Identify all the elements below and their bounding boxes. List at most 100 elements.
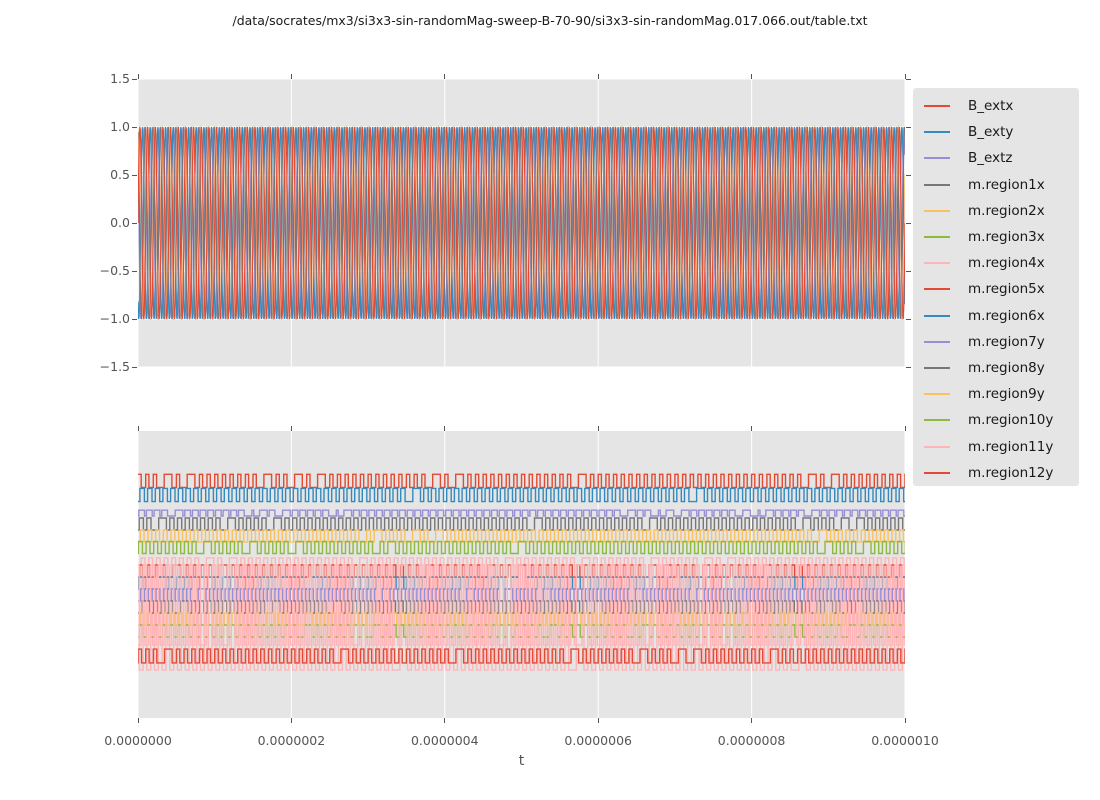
y-tick-label: −0.5 <box>99 263 130 278</box>
x-tick-label: 0.0000004 <box>410 733 479 748</box>
legend-item-m.region1x: m.region1x <box>913 172 1079 198</box>
tick-mark <box>904 718 906 723</box>
series-line-m.region5x <box>138 564 905 578</box>
tick-mark <box>906 174 911 176</box>
legend-item-m.region2x: m.region2x <box>913 198 1079 224</box>
figure-title: /data/socrates/mx3/si3x3-sin-randomMag-s… <box>232 13 868 28</box>
tick-mark <box>906 126 911 128</box>
legend-label: m.region9y <box>968 386 1045 403</box>
legend-line-swatch <box>924 288 950 291</box>
series-line-m.region10y <box>138 624 905 638</box>
legend: B_extx B_exty B_extz m.region1x m.region2x m.… <box>913 88 1079 486</box>
tick-mark <box>132 270 137 272</box>
tick-mark <box>904 74 906 79</box>
legend-line-swatch <box>924 445 950 448</box>
legend-label: B_exty <box>968 124 1014 141</box>
legend-item-m.region10y: m.region10y <box>913 407 1079 433</box>
legend-label: m.region2x <box>968 202 1045 219</box>
tick-mark <box>597 718 599 723</box>
y-tick-label: 0.5 <box>110 167 130 182</box>
legend-item-B_extz: B_extz <box>913 145 1079 171</box>
tick-mark <box>597 74 599 79</box>
tick-mark <box>137 426 139 431</box>
legend-label: m.region1x <box>968 176 1045 193</box>
x-tick-label: 0.0000008 <box>717 733 786 748</box>
series-line-m.region8y <box>138 127 905 319</box>
legend-line-swatch <box>924 131 950 134</box>
tick-mark <box>444 74 446 79</box>
legend-label: m.region7y <box>968 333 1045 350</box>
series-line-m.region2x <box>138 529 905 543</box>
legend-line-swatch <box>924 393 950 396</box>
x-tick-label: 0.0000006 <box>564 733 632 748</box>
legend-line-swatch <box>924 262 950 265</box>
tick-mark <box>906 78 911 80</box>
series-line-B_extx <box>138 473 905 489</box>
tick-mark <box>132 222 137 224</box>
tick-mark <box>444 718 446 723</box>
legend-line-swatch <box>924 236 950 239</box>
legend-line-swatch <box>924 366 950 369</box>
legend-label: m.region8y <box>968 359 1045 376</box>
legend-line-swatch <box>924 419 950 422</box>
tick-mark <box>132 174 137 176</box>
legend-label: m.region12y <box>968 464 1054 481</box>
tick-mark <box>751 426 753 431</box>
bottom-axes <box>138 431 905 718</box>
tick-mark <box>132 366 137 368</box>
top-plot-svg <box>138 79 905 367</box>
series-line-m.region8y <box>138 600 905 614</box>
legend-line-swatch <box>924 340 950 343</box>
bottom-plot-svg <box>138 431 905 718</box>
tick-mark <box>132 126 137 128</box>
legend-label: m.region3x <box>968 229 1045 246</box>
series-line-m.region7y <box>138 588 905 602</box>
legend-item-m.region4x: m.region4x <box>913 250 1079 276</box>
tick-mark <box>290 426 292 431</box>
tick-mark <box>132 318 137 320</box>
legend-line-swatch <box>924 209 950 212</box>
legend-label: B_extz <box>968 150 1013 167</box>
x-tick-label: 0.0000000 <box>104 733 172 748</box>
legend-line-swatch <box>924 157 950 160</box>
tick-mark <box>597 426 599 431</box>
tick-mark <box>751 718 753 723</box>
tick-mark <box>906 366 911 368</box>
legend-line-swatch <box>924 471 950 474</box>
x-tick-label: 0.0000002 <box>257 733 326 748</box>
legend-line-swatch <box>924 314 950 317</box>
tick-mark <box>137 74 139 79</box>
y-tick-label: −1.0 <box>99 311 130 326</box>
series-line-m.region9y <box>138 612 905 626</box>
legend-item-m.region3x: m.region3x <box>913 224 1079 250</box>
legend-item-m.region5x: m.region5x <box>913 276 1079 302</box>
tick-mark <box>906 222 911 224</box>
x-axis-label: t <box>518 753 525 769</box>
legend-item-m.region8y: m.region8y <box>913 355 1079 381</box>
y-tick-label: 0.0 <box>110 215 130 230</box>
tick-mark <box>137 718 139 723</box>
series-line-B_extz <box>138 509 905 517</box>
legend-label: m.region11y <box>968 438 1054 455</box>
legend-label: m.region5x <box>968 281 1045 298</box>
legend-label: B_extx <box>968 98 1014 115</box>
legend-item-B_extx: B_extx <box>913 93 1079 119</box>
tick-mark <box>444 426 446 431</box>
series-line-m.region12y <box>138 126 905 320</box>
legend-item-B_exty: B_exty <box>913 119 1079 145</box>
top-axes <box>138 79 905 367</box>
series-line-m.region3x <box>138 540 905 555</box>
series-line-m.region6x <box>138 127 905 319</box>
tick-mark <box>132 78 137 80</box>
legend-label: m.region4x <box>968 255 1045 272</box>
legend-item-m.region6x: m.region6x <box>913 303 1079 329</box>
tick-mark <box>290 718 292 723</box>
legend-line-swatch <box>924 105 950 108</box>
tick-mark <box>906 318 911 320</box>
y-tick-label: 1.5 <box>110 71 130 86</box>
y-tick-label: −1.5 <box>99 359 130 374</box>
series-line-m.region6x <box>138 576 905 590</box>
tick-mark <box>906 270 911 272</box>
tick-mark <box>751 74 753 79</box>
